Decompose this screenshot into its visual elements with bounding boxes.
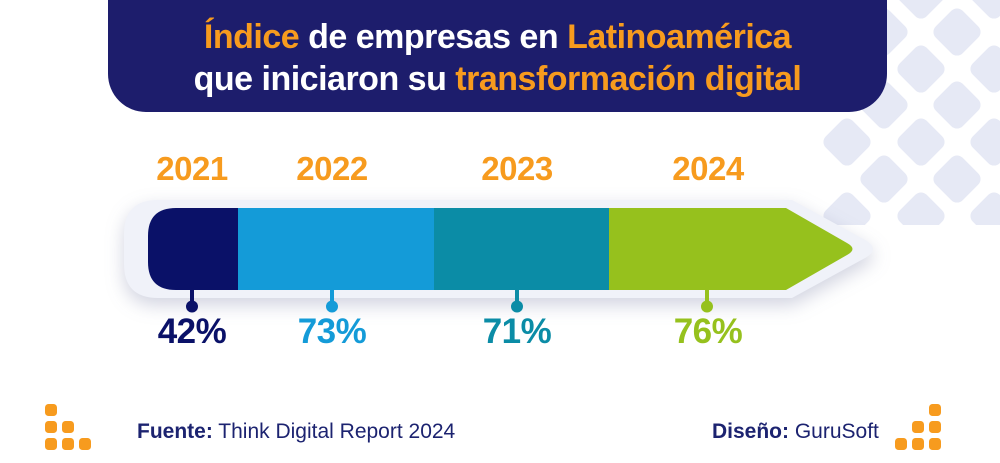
bar-segment-2022 <box>238 208 434 290</box>
dot-row <box>895 438 941 450</box>
dropline-dot-2024 <box>701 300 713 313</box>
diamond-shape <box>893 0 948 22</box>
dropline-dot-2021 <box>186 300 198 313</box>
title-line-1: Índice de empresas en Latinoamérica <box>203 17 792 57</box>
diamond-shape <box>967 0 1000 22</box>
dot <box>929 404 941 416</box>
title-line2-start: que iniciaron su <box>193 60 456 98</box>
title-mid-line1: de empresas en <box>299 18 568 56</box>
title-word-latam: Latinoamérica <box>567 18 792 56</box>
dot <box>929 438 941 450</box>
diamond-shape <box>822 115 874 170</box>
diamond-shape <box>967 41 1000 96</box>
dot <box>62 421 74 433</box>
diamond-shape <box>893 115 948 170</box>
title-word-indice: Índice <box>203 18 300 56</box>
diamond-shape <box>967 115 1000 170</box>
dot-row <box>45 421 74 433</box>
bar-segment-2023 <box>434 208 609 290</box>
title-line-2: que iniciaron su transformación digital <box>194 59 802 99</box>
design-label: Diseño: <box>712 420 790 443</box>
diamond-shape <box>893 188 948 225</box>
year-label-2022: 2022 <box>296 150 368 187</box>
diamond-shape <box>822 188 874 225</box>
percent-label-2023: 71% <box>482 312 552 351</box>
dot <box>45 404 57 416</box>
diamond-shape <box>856 152 911 206</box>
dots-decoration-left <box>45 404 91 450</box>
dropline-dot-2023 <box>511 300 523 313</box>
dot-row <box>45 404 57 416</box>
dot <box>912 438 924 450</box>
source-label: Fuente: <box>137 420 213 443</box>
design-value: GuruSoft <box>789 420 879 443</box>
source-credit: Fuente: Think Digital Report 2024 <box>137 420 455 444</box>
dot <box>912 421 924 433</box>
diamond-shape <box>967 188 1000 225</box>
diamond-shape <box>930 78 985 133</box>
dropline-dot-2022 <box>326 300 338 313</box>
dot <box>62 438 74 450</box>
dot-row <box>912 421 941 433</box>
dot <box>895 438 907 450</box>
diamond-shape <box>930 4 985 59</box>
title-word-transformacion: transformación digital <box>455 60 802 98</box>
dots-decoration-right <box>895 404 941 450</box>
bar-segment-2021 <box>148 208 238 290</box>
source-value: Think Digital Report 2024 <box>212 420 456 443</box>
bar-outer-frame <box>124 200 873 298</box>
dot-row <box>929 404 941 416</box>
percent-label-2024: 76% <box>673 312 743 351</box>
header-banner: Índice de empresas en Latinoamérica que … <box>108 0 887 112</box>
dot <box>929 421 941 433</box>
diamond-shape <box>930 152 985 206</box>
year-label-2021: 2021 <box>156 150 228 187</box>
dot <box>79 438 91 450</box>
dot <box>45 438 57 450</box>
percent-label-2021: 42% <box>157 312 227 351</box>
diamond-shape <box>893 41 948 96</box>
dot-row <box>45 438 91 450</box>
percent-label-2022: 73% <box>297 312 367 351</box>
dot <box>45 421 57 433</box>
year-label-2023: 2023 <box>481 150 553 187</box>
design-credit: Diseño: GuruSoft <box>712 420 879 444</box>
year-label-2024: 2024 <box>672 150 744 187</box>
